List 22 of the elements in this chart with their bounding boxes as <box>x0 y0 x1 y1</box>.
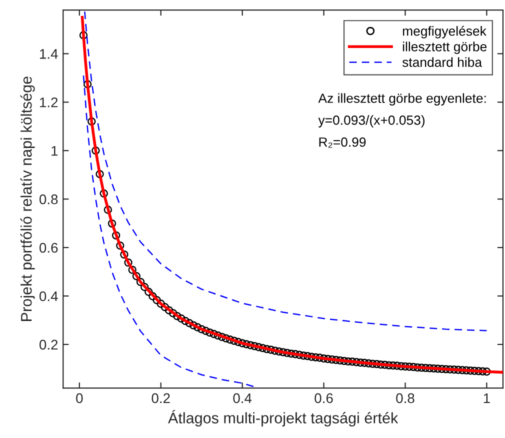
y-tick-label: 0.8 <box>40 194 58 204</box>
y-tick-label: 1.4 <box>40 49 58 59</box>
x-tick-label: 0 <box>76 393 83 404</box>
x-tick-label: 1 <box>484 393 490 403</box>
legend-label: standard hiba <box>402 57 482 67</box>
x-tick-label: 0.4 <box>233 393 252 404</box>
y-tick-label: 0.4 <box>40 291 58 302</box>
annotation: R₂=0.99 <box>319 137 366 148</box>
y-tick-label: 0.2 <box>40 340 58 350</box>
y-tick-label: 1 <box>52 146 58 156</box>
x-tick-label: 0.8 <box>396 393 414 404</box>
annotation: Az illesztett görbe egyenlete: <box>318 93 486 106</box>
annotation: y=0.093/(x+0.053) <box>318 115 425 128</box>
x-tick-label: 0.6 <box>314 393 333 404</box>
legend-label: illesztett görbe <box>402 42 487 54</box>
y-tick-label: 0.6 <box>40 242 58 253</box>
y-axis-title: Projekt portfólió relatív napi költsége <box>20 76 35 321</box>
x-axis-title: Átlagos multi-projekt tagsági érték <box>168 410 398 426</box>
y-tick-label: 1.2 <box>40 97 58 108</box>
x-tick-label: 0.2 <box>152 393 170 404</box>
line-series <box>84 10 488 332</box>
legend-label: megfigyelések <box>402 26 486 38</box>
